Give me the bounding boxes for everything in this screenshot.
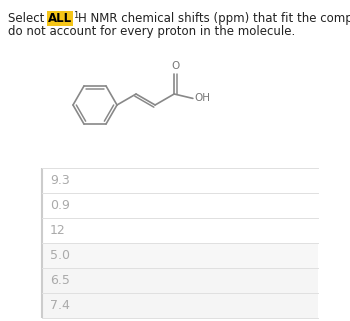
Bar xyxy=(42,168,318,193)
Text: 7.4: 7.4 xyxy=(50,299,70,312)
Text: H NMR chemical shifts (ppm) that fit the compound below. The choices: H NMR chemical shifts (ppm) that fit the… xyxy=(78,12,350,25)
Bar xyxy=(42,193,318,218)
Text: ALL: ALL xyxy=(48,12,72,25)
Text: 0.9: 0.9 xyxy=(50,199,70,212)
Text: 6.5: 6.5 xyxy=(50,274,70,287)
Bar xyxy=(42,268,318,293)
Text: OH: OH xyxy=(195,93,211,103)
Text: O: O xyxy=(172,61,180,71)
Bar xyxy=(47,11,73,26)
Bar xyxy=(42,218,318,243)
Text: 5.0: 5.0 xyxy=(50,249,70,262)
Text: Select: Select xyxy=(8,12,48,25)
Text: 1: 1 xyxy=(73,11,78,20)
Text: 12: 12 xyxy=(50,224,66,237)
Text: do not account for every proton in the molecule.: do not account for every proton in the m… xyxy=(8,25,295,38)
Text: 9.3: 9.3 xyxy=(50,174,70,187)
Bar xyxy=(42,243,318,268)
Bar xyxy=(42,293,318,318)
